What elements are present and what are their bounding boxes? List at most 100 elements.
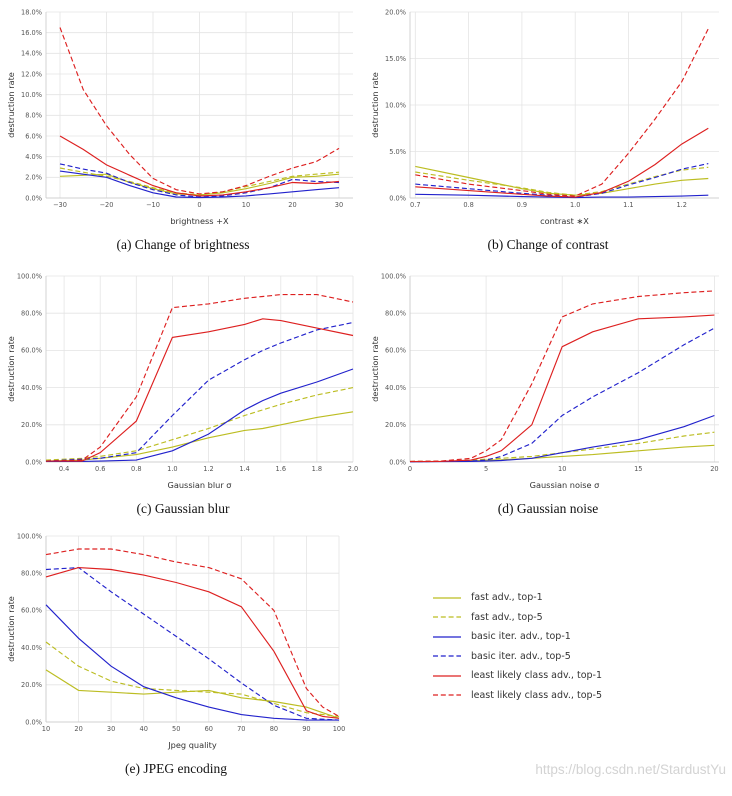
svg-text:Gaussian noise σ: Gaussian noise σ — [530, 480, 600, 490]
svg-text:0.6: 0.6 — [95, 465, 106, 473]
svg-text:2.0%: 2.0% — [25, 174, 42, 182]
svg-text:12.0%: 12.0% — [21, 70, 42, 78]
svg-text:60.0%: 60.0% — [385, 347, 406, 355]
svg-text:20: 20 — [288, 201, 296, 209]
svg-text:1.0: 1.0 — [167, 465, 178, 473]
svg-text:Gaussian blur σ: Gaussian blur σ — [168, 480, 232, 490]
svg-text:6.0%: 6.0% — [25, 132, 42, 140]
svg-text:30: 30 — [335, 201, 343, 209]
svg-text:100: 100 — [333, 725, 346, 733]
legend-line-swatch — [433, 636, 461, 638]
legend-line-swatch — [433, 694, 461, 696]
svg-text:1.6: 1.6 — [276, 465, 287, 473]
svg-text:60.0%: 60.0% — [21, 607, 42, 615]
chart-gaussian-noise: 0.0% 20.0% 40.0% 60.0% 80.0% 100.0% 0 5 10 15 20 Ga… — [370, 268, 726, 517]
chart-brightness: 0.0% 2.0% 4.0% 6.0% 8.0% 10.0% 12.0% 14.0% 16.0%… — [6, 4, 360, 253]
svg-text:80.0%: 80.0% — [21, 570, 42, 578]
svg-text:20: 20 — [710, 465, 718, 473]
brightness-plot: 0.0% 2.0% 4.0% 6.0% 8.0% 10.0% 12.0% 14.0% 16.0%… — [6, 4, 360, 228]
svg-text:1.2: 1.2 — [203, 465, 214, 473]
svg-text:40: 40 — [140, 725, 148, 733]
svg-text:15: 15 — [634, 465, 642, 473]
caption-gaussian-blur: (c) Gaussian blur — [136, 501, 230, 516]
legend-line-swatch — [433, 616, 461, 618]
svg-text:80.0%: 80.0% — [21, 310, 42, 318]
svg-text:50: 50 — [172, 725, 180, 733]
contrast-plot: 0.0% 5.0% 10.0% 15.0% 20.0% 0.7 0.8 0.9 1.0 1.1 1.… — [370, 4, 726, 228]
svg-text:0.4: 0.4 — [59, 465, 70, 473]
svg-text:2.0: 2.0 — [348, 465, 359, 473]
svg-text:1.4: 1.4 — [239, 465, 250, 473]
caption-brightness: (a) Change of brightness — [116, 237, 250, 252]
svg-text:14.0%: 14.0% — [21, 50, 42, 58]
svg-text:5.0%: 5.0% — [389, 148, 406, 156]
svg-text:80: 80 — [270, 725, 278, 733]
svg-text:20.0%: 20.0% — [21, 421, 42, 429]
svg-text:60: 60 — [205, 725, 213, 733]
svg-text:16.0%: 16.0% — [21, 29, 42, 37]
svg-text:30: 30 — [107, 725, 115, 733]
svg-text:60.0%: 60.0% — [21, 347, 42, 355]
jpeg-encoding-plot: 0.0% 20.0% 40.0% 60.0% 80.0% 100.0% 10 20 30 40 50… — [6, 528, 346, 752]
svg-text:10: 10 — [242, 201, 250, 209]
legend-item: least likely class adv., top-5 — [432, 686, 602, 706]
svg-text:10.0%: 10.0% — [21, 91, 42, 99]
svg-text:destruction rate: destruction rate — [370, 72, 380, 138]
svg-text:1.8: 1.8 — [312, 465, 323, 473]
legend-item: fast adv., top-1 — [432, 588, 602, 608]
chart-jpeg-encoding: 0.0% 20.0% 40.0% 60.0% 80.0% 100.0% 10 20 30 40 50… — [6, 528, 346, 777]
svg-text:70: 70 — [237, 725, 245, 733]
legend-line-swatch — [433, 655, 461, 657]
svg-text:Jpeg quality: Jpeg quality — [167, 740, 217, 750]
svg-text:brightness +X: brightness +X — [170, 216, 229, 226]
legend-label: least likely class adv., top-5 — [471, 689, 603, 701]
svg-text:18.0%: 18.0% — [21, 8, 42, 16]
svg-text:−30: −30 — [53, 201, 67, 209]
svg-text:20.0%: 20.0% — [21, 681, 42, 689]
svg-text:100.0%: 100.0% — [17, 272, 42, 280]
svg-text:0.0%: 0.0% — [25, 194, 42, 202]
svg-text:1.1: 1.1 — [623, 201, 634, 209]
svg-text:contrast ∗X: contrast ∗X — [540, 216, 589, 226]
svg-text:0.0%: 0.0% — [25, 718, 42, 726]
svg-text:100.0%: 100.0% — [381, 272, 406, 280]
svg-text:40.0%: 40.0% — [385, 384, 406, 392]
legend-label: fast adv., top-1 — [471, 592, 543, 604]
legend: fast adv., top-1 fast adv., top-5 basic it… — [432, 588, 602, 705]
legend-label: basic iter. adv., top-5 — [471, 650, 571, 662]
svg-text:20.0%: 20.0% — [385, 421, 406, 429]
svg-text:8.0%: 8.0% — [25, 112, 42, 120]
watermark-text: https://blog.csdn.net/StardustYu — [535, 762, 726, 777]
svg-text:0.0%: 0.0% — [389, 458, 406, 466]
svg-text:destruction rate: destruction rate — [6, 336, 16, 402]
legend-label: least likely class adv., top-1 — [471, 670, 603, 682]
caption-contrast: (b) Change of contrast — [487, 237, 609, 252]
svg-text:0.0%: 0.0% — [25, 458, 42, 466]
svg-text:0.8: 0.8 — [463, 201, 474, 209]
svg-text:0: 0 — [408, 465, 412, 473]
svg-text:destruction rate: destruction rate — [6, 72, 16, 138]
svg-text:10: 10 — [42, 725, 50, 733]
svg-text:−20: −20 — [100, 201, 114, 209]
caption-gaussian-noise: (d) Gaussian noise — [497, 501, 599, 516]
svg-text:5: 5 — [484, 465, 488, 473]
svg-text:destruction rate: destruction rate — [6, 596, 16, 662]
legend-label: fast adv., top-5 — [471, 611, 543, 623]
svg-text:10.0%: 10.0% — [385, 101, 406, 109]
legend-item: basic iter. adv., top-1 — [432, 627, 602, 647]
legend-item: least likely class adv., top-1 — [432, 666, 602, 686]
svg-text:20: 20 — [74, 725, 82, 733]
chart-contrast: 0.0% 5.0% 10.0% 15.0% 20.0% 0.7 0.8 0.9 1.0 1.1 1.… — [370, 4, 726, 253]
svg-text:20.0%: 20.0% — [385, 8, 406, 16]
svg-text:0.0%: 0.0% — [389, 194, 406, 202]
svg-text:80.0%: 80.0% — [385, 310, 406, 318]
svg-text:−10: −10 — [146, 201, 160, 209]
legend-label: basic iter. adv., top-1 — [471, 631, 571, 643]
svg-text:4.0%: 4.0% — [25, 153, 42, 161]
legend-item: basic iter. adv., top-5 — [432, 647, 602, 667]
gaussian-blur-plot: 0.0% 20.0% 40.0% 60.0% 80.0% 100.0% 0.4 0.6 0.8 1… — [6, 268, 360, 492]
legend-line-swatch — [433, 597, 461, 599]
svg-text:0.7: 0.7 — [410, 201, 421, 209]
svg-text:100.0%: 100.0% — [17, 532, 42, 540]
svg-text:90: 90 — [302, 725, 310, 733]
